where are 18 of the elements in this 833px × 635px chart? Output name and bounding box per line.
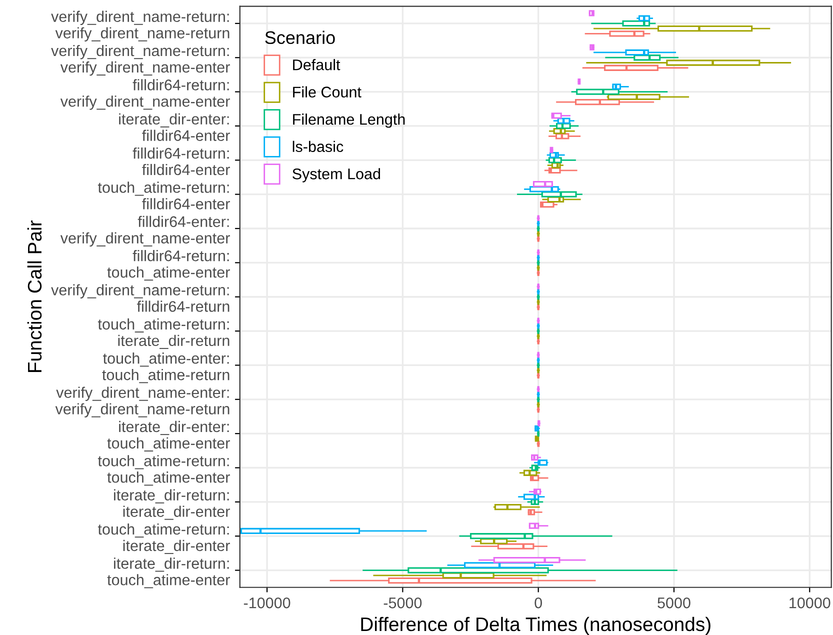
legend-label: File Count <box>293 86 362 98</box>
legend-title: Scenario <box>265 30 335 44</box>
x-tick-label: 0 <box>534 598 542 608</box>
x-tick-label: -5000 <box>384 598 422 608</box>
y-tick-label: touch_atime-enter: touch_atime-return <box>102 352 230 384</box>
x-tick-label: 5000 <box>658 598 690 608</box>
x-tick-label: -10000 <box>244 598 290 608</box>
y-tick-label: iterate_dir-return: iterate_dir-enter <box>114 489 230 520</box>
x-tick-label: 10000 <box>790 598 830 608</box>
legend-label: Default <box>293 59 340 70</box>
y-axis-title: Function Call Pair <box>27 220 42 372</box>
y-tick-label: iterate_dir-return: touch_atime-enter <box>107 558 230 588</box>
legend-label: System Load <box>292 168 380 182</box>
legend-label: Filename Length <box>293 114 405 128</box>
legend-label: ls-basic <box>292 140 344 152</box>
y-tick-label: filldir64-return: touch_atime-enter <box>107 250 230 281</box>
x-axis-title: Difference of Delta Times (nanoseconds) <box>361 616 710 635</box>
y-tick-label: filldir64-return: filldir64-enter <box>132 147 230 176</box>
